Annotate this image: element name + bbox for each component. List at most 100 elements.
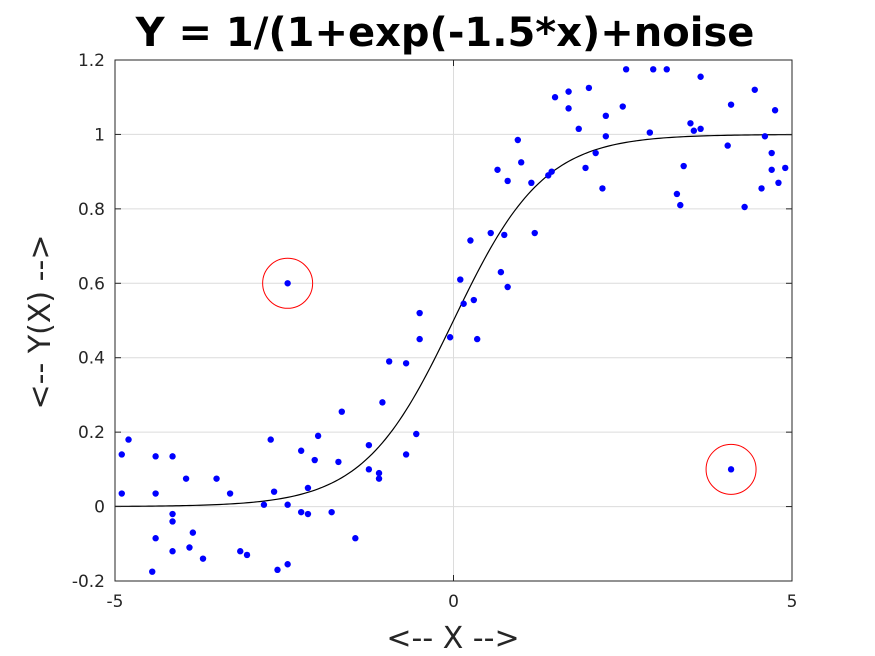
data-point	[467, 237, 474, 244]
data-point	[199, 555, 207, 562]
y-tick-label: -0.2	[72, 572, 105, 592]
data-point	[473, 335, 481, 343]
data-point	[548, 168, 555, 175]
data-point	[385, 358, 393, 365]
data-point	[152, 490, 159, 497]
y-tick-label: 0.2	[78, 423, 105, 443]
data-point	[599, 185, 606, 192]
data-point	[270, 488, 278, 495]
data-point	[297, 508, 305, 516]
data-point	[751, 86, 758, 93]
data-point	[775, 179, 782, 187]
data-point	[237, 548, 244, 555]
data-point	[758, 185, 765, 192]
data-point	[575, 125, 582, 133]
data-point	[379, 399, 386, 406]
data-point	[226, 490, 234, 497]
data-point	[518, 159, 525, 166]
data-point	[260, 501, 268, 508]
outlier-markers	[262, 257, 757, 495]
data-point	[118, 451, 125, 458]
data-point	[663, 66, 670, 73]
data-point	[768, 149, 775, 157]
x-tick-label: -5	[107, 592, 124, 612]
data-point	[284, 501, 291, 508]
data-point	[551, 94, 559, 101]
data-point	[402, 451, 410, 458]
data-point	[592, 149, 599, 157]
data-point	[375, 469, 383, 477]
data-point	[602, 112, 610, 120]
data-point	[646, 129, 654, 136]
data-point	[152, 453, 159, 460]
data-point	[152, 535, 159, 542]
data-point	[118, 490, 125, 497]
data-point	[365, 466, 373, 473]
data-point	[328, 508, 335, 516]
data-point	[727, 466, 735, 473]
data-point	[497, 268, 505, 276]
data-point	[213, 475, 220, 482]
data-point	[352, 535, 359, 542]
data-point	[741, 203, 748, 211]
data-point	[186, 544, 193, 551]
sigmoid-curve-line	[114, 134, 793, 507]
tick-labels: -0.2 0 0.2 0.4 0.6 0.8 1 1.2 -5 0 5	[72, 51, 798, 612]
outlier-circle	[705, 443, 757, 495]
data-point	[311, 456, 318, 464]
data-point	[413, 430, 420, 438]
data-point	[125, 436, 132, 443]
outlier-circle	[262, 257, 314, 309]
data-point	[169, 510, 176, 518]
data-point	[365, 441, 373, 449]
data-point	[338, 408, 345, 415]
data-point	[531, 229, 538, 237]
data-point	[761, 133, 769, 140]
data-point	[697, 125, 704, 133]
data-point	[771, 107, 779, 114]
y-tick-label: 1.2	[78, 51, 105, 71]
data-point	[727, 101, 735, 108]
data-point	[677, 201, 684, 209]
data-point	[149, 568, 156, 575]
data-point	[501, 231, 508, 239]
data-point	[697, 73, 704, 80]
data-point	[673, 190, 681, 198]
data-point	[304, 510, 312, 518]
data-point	[416, 309, 423, 317]
data-point	[619, 103, 626, 110]
data-point	[460, 300, 467, 307]
data-point	[470, 296, 478, 304]
data-point	[724, 142, 731, 149]
data-point	[602, 133, 610, 140]
x-axis-label: <-- X -->	[386, 621, 519, 656]
data-point	[304, 484, 312, 492]
data-point	[274, 566, 281, 574]
data-point	[504, 177, 511, 185]
x-tick-label: 0	[448, 592, 459, 612]
data-point	[189, 529, 197, 536]
y-axis-label: <-- Y(X) -->	[23, 235, 58, 410]
data-point	[680, 162, 687, 170]
data-point	[169, 548, 176, 555]
data-point	[169, 518, 176, 525]
data-point	[650, 66, 657, 73]
data-point	[446, 334, 454, 341]
data-point	[375, 475, 383, 482]
data-point	[514, 136, 522, 144]
data-point	[457, 276, 464, 283]
data-point	[487, 229, 494, 237]
data-point	[284, 561, 291, 568]
x-tick-label: 5	[787, 592, 798, 612]
data-point	[768, 166, 775, 173]
data-point	[622, 66, 630, 73]
y-tick-label: 1	[94, 125, 105, 145]
data-point	[782, 164, 789, 172]
data-point	[335, 458, 342, 466]
data-point	[284, 280, 291, 287]
data-point	[504, 283, 511, 291]
data-point	[243, 551, 251, 559]
chart-title: Y = 1/(1+exp(-1.5*x)+noise	[135, 10, 755, 56]
y-tick-label: 0.8	[78, 200, 105, 220]
